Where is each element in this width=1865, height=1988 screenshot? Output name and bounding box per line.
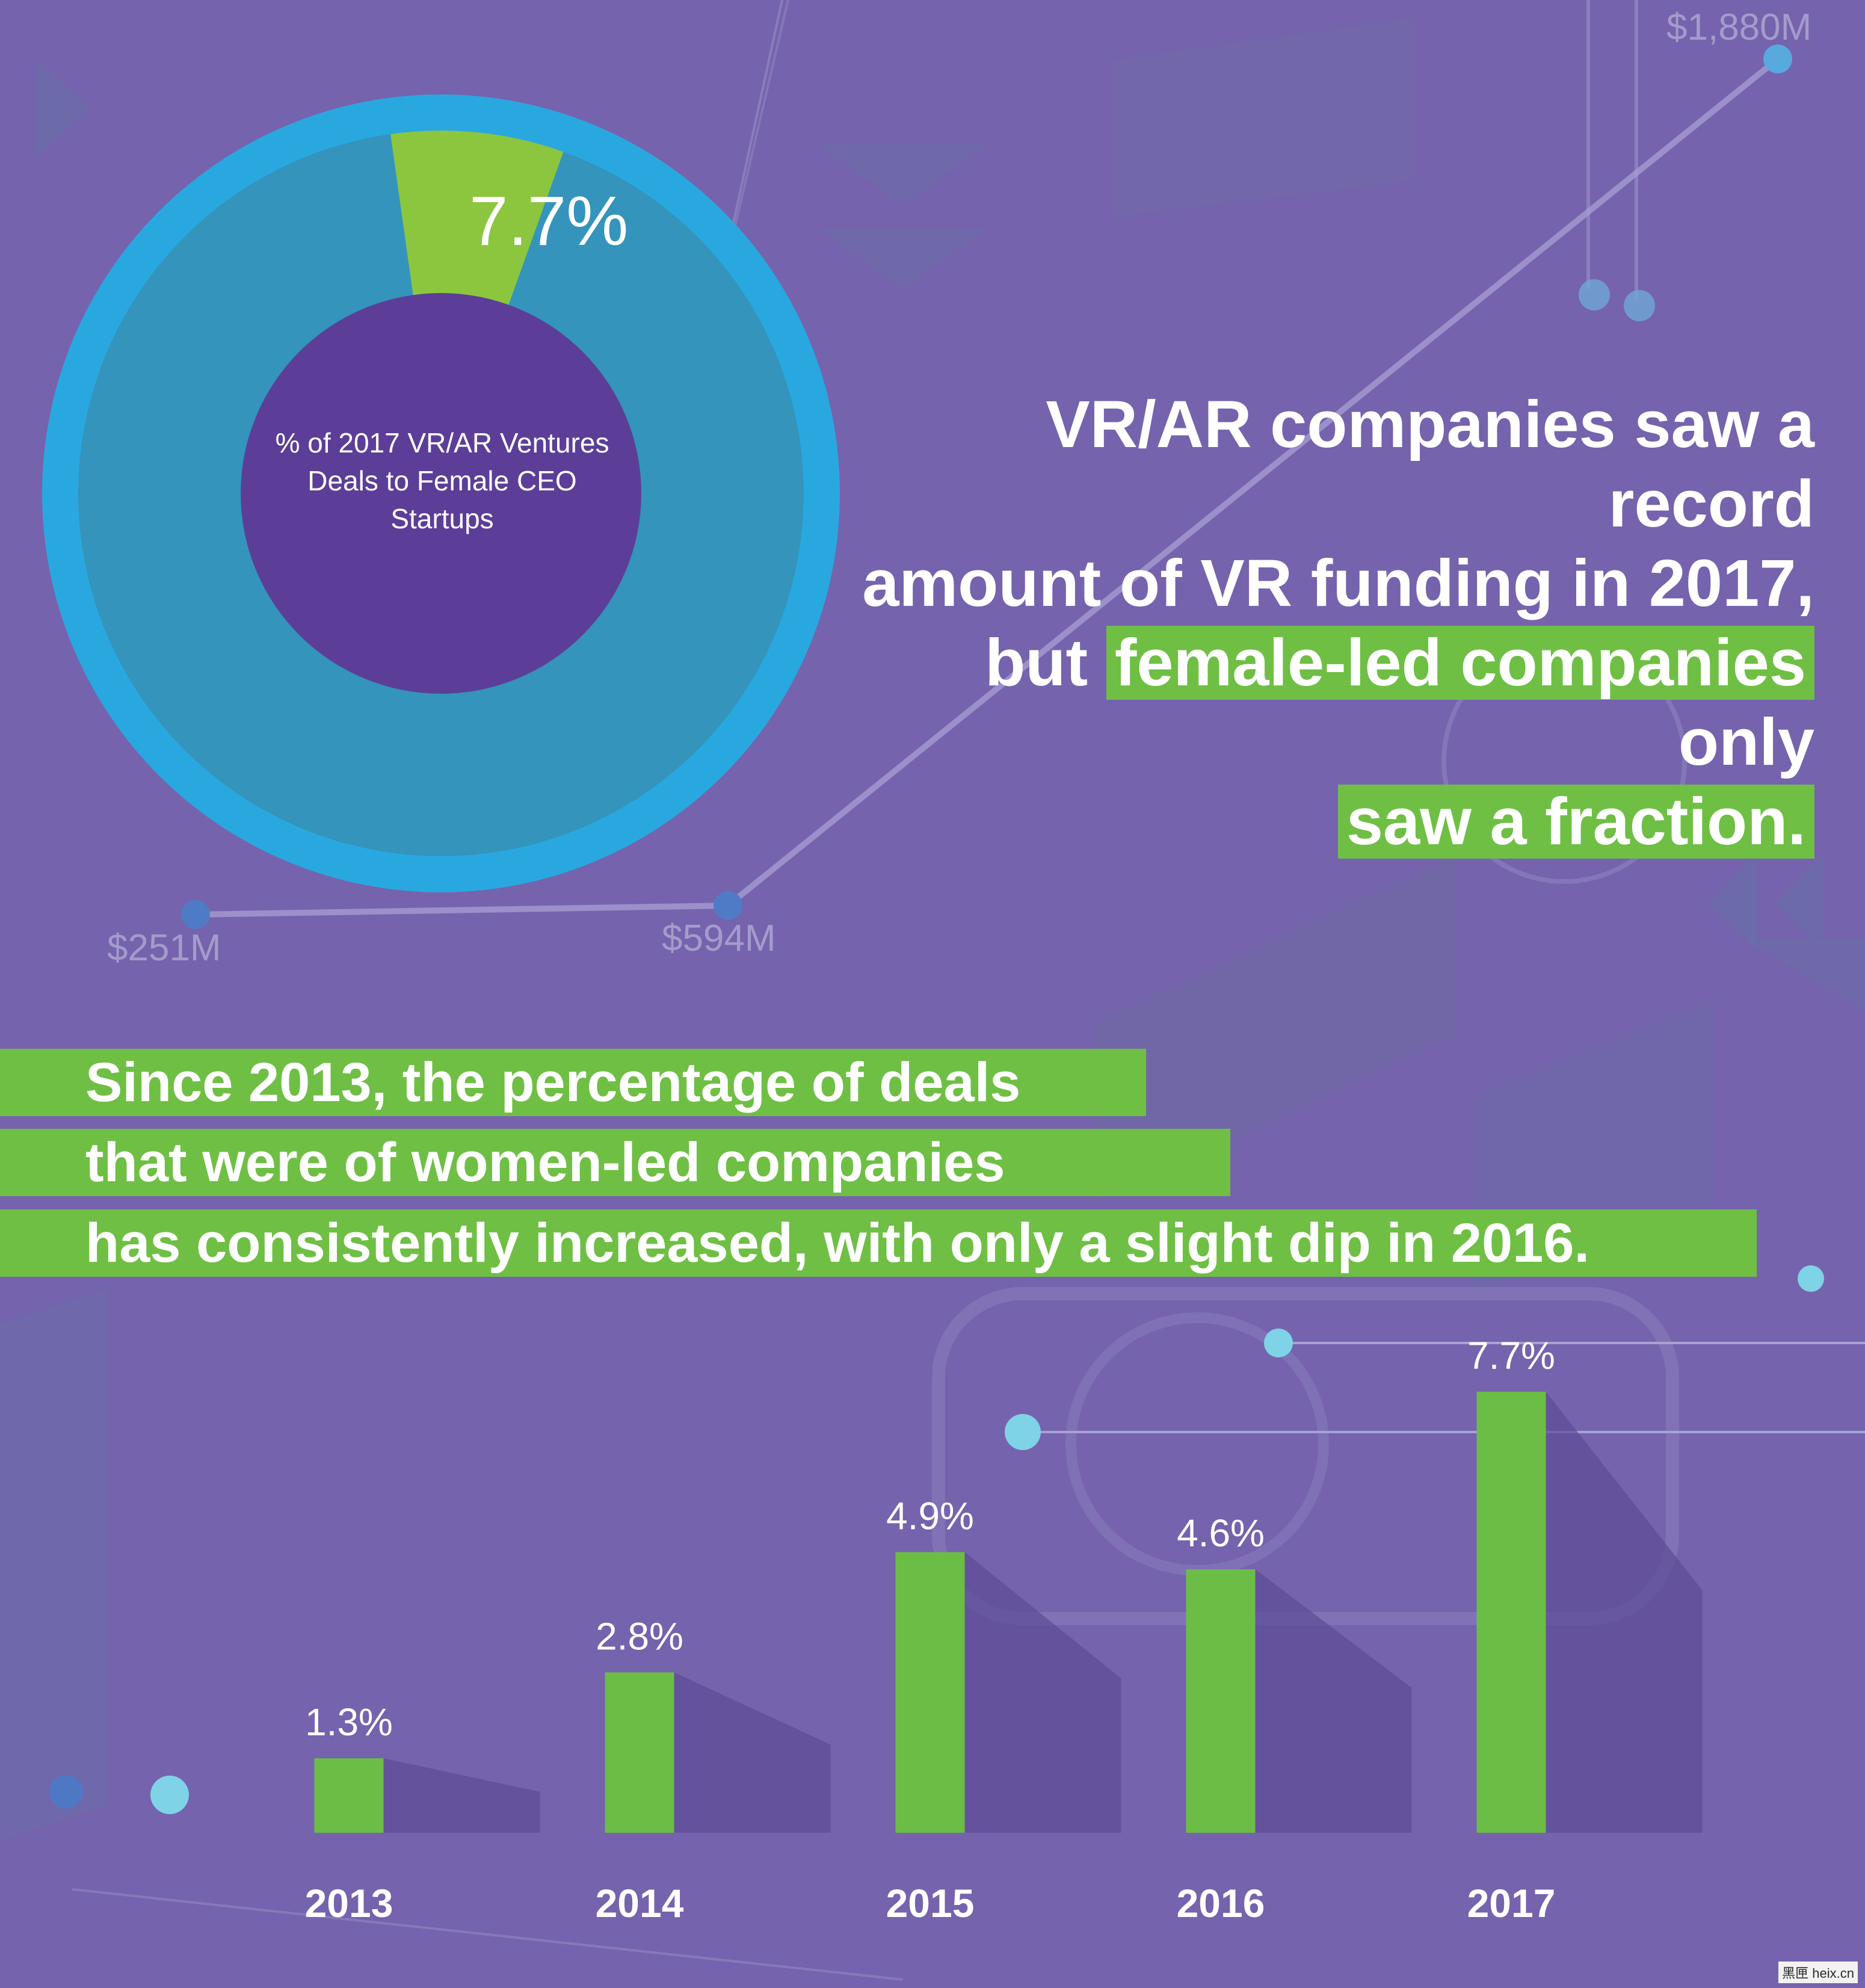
bar-group-2016: 4.6% 2016 (1177, 1511, 1412, 1925)
watermark: 黑匣 heix.cn (1778, 1962, 1858, 1983)
bar-category-label: 2013 (305, 1881, 393, 1925)
bar-value-label: 4.9% (886, 1495, 974, 1538)
headline-line-3-post: only (1678, 705, 1814, 779)
headline-highlight-1: female-led companies (1106, 626, 1814, 700)
bar-shadow (1546, 1392, 1703, 1833)
bar (1476, 1392, 1546, 1833)
bar (314, 1758, 384, 1833)
funding-label-middle: $594M (662, 918, 776, 959)
bar-category-label: 2014 (596, 1881, 684, 1925)
headline-line-2: amount of VR funding in 2017, (862, 546, 1814, 620)
headline-line-3: but female-led companies only (852, 623, 1814, 782)
paragraph-line-2: that were of women-led companies (0, 1129, 1230, 1196)
bar-category-label: 2017 (1467, 1881, 1556, 1925)
bar-shadow (383, 1758, 540, 1833)
donut-chart (42, 94, 840, 892)
bar-group-2014: 2.8% 2014 (596, 1614, 831, 1925)
bar-group-2015: 4.9% 2015 (886, 1495, 1121, 1925)
funding-point-2015 (714, 891, 742, 920)
bar (605, 1672, 674, 1833)
bar-group-2017: 7.7% 2017 (1467, 1334, 1703, 1925)
headline-line-1: VR/AR companies saw a record (1046, 387, 1814, 541)
bar-shadow (964, 1552, 1121, 1833)
headline-highlight-2: saw a fraction. (1337, 785, 1814, 859)
bar-category-label: 2015 (886, 1881, 975, 1925)
funding-label-first: $251M (107, 927, 221, 969)
bar-chart: 1.3% 2013 2.8% 2014 4.9% 2015 4.6% 2016 7.7% 2017 (305, 1334, 1703, 1925)
bar-category-label: 2016 (1177, 1881, 1265, 1925)
bar-value-label: 1.3% (305, 1700, 393, 1744)
bar-value-label: 7.7% (1467, 1334, 1555, 1377)
headline: VR/AR companies saw a record amount of V… (852, 385, 1814, 862)
bar-shadow (674, 1672, 831, 1833)
bar (1186, 1569, 1256, 1833)
bar-value-label: 4.6% (1177, 1511, 1265, 1555)
funding-point-2017 (1763, 45, 1792, 73)
funding-point-2013 (181, 900, 210, 929)
donut-title: % of 2017 VR/AR Ventures Deals to Female… (275, 427, 609, 534)
paragraph-line-3: has consistently increased, with only a … (0, 1209, 1757, 1277)
donut-slice-label: 7.7% (469, 182, 629, 260)
bar-value-label: 2.8% (596, 1614, 683, 1658)
bar (895, 1552, 965, 1833)
bar-shadow (1255, 1569, 1412, 1833)
headline-line-4: saw a fraction. (852, 782, 1814, 862)
donut-center (241, 293, 641, 694)
bar-group-2013: 1.3% 2013 (305, 1700, 540, 1925)
paragraph-line-1: Since 2013, the percentage of deals (0, 1049, 1146, 1116)
headline-line-3-pre: but (985, 626, 1106, 700)
funding-label-last: $1,880M (1666, 7, 1812, 48)
